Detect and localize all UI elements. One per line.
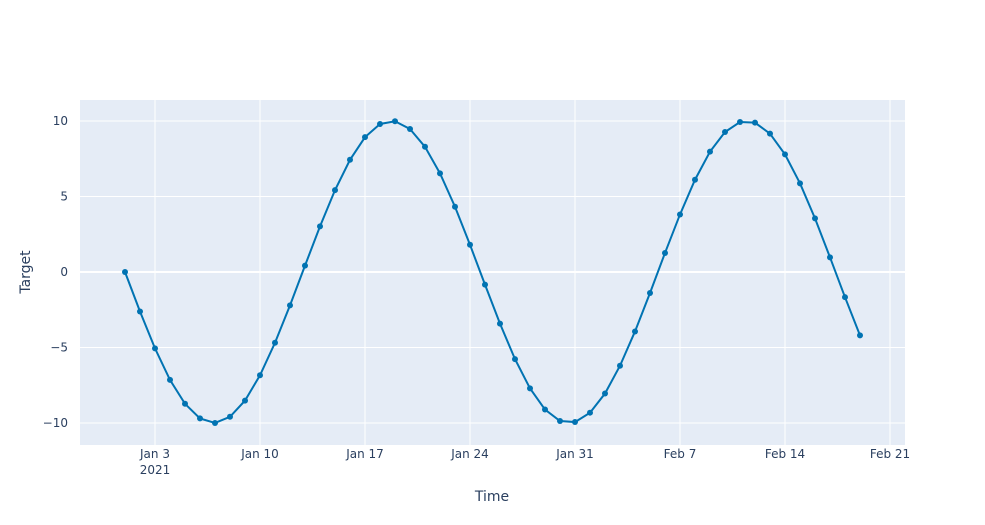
marker bbox=[437, 170, 443, 177]
marker bbox=[602, 390, 608, 397]
marker bbox=[212, 419, 218, 426]
marker bbox=[527, 385, 533, 392]
marker bbox=[452, 203, 458, 210]
marker bbox=[317, 223, 323, 230]
marker bbox=[662, 249, 668, 256]
x-tick-label: Jan 10 bbox=[240, 447, 279, 461]
line bbox=[124, 120, 861, 425]
y-tick-label: 0 bbox=[60, 265, 68, 279]
x-tick-label: Jan 17 bbox=[345, 447, 384, 461]
marker bbox=[482, 281, 488, 288]
marker bbox=[377, 121, 383, 128]
y-tick-label: −10 bbox=[43, 416, 68, 430]
marker bbox=[152, 345, 158, 352]
x-tick-label: Feb 21 bbox=[870, 447, 910, 461]
marker bbox=[632, 328, 638, 335]
marker bbox=[272, 339, 278, 346]
marker bbox=[737, 119, 743, 126]
marker bbox=[347, 156, 353, 163]
marker bbox=[422, 143, 428, 150]
marker bbox=[572, 419, 578, 426]
y-tick-label: 5 bbox=[60, 189, 68, 203]
marker bbox=[242, 397, 248, 404]
y-tick-label: −5 bbox=[50, 340, 68, 354]
y-axis-title: Target bbox=[18, 250, 34, 295]
x-axis-title: Time bbox=[474, 489, 509, 505]
marker bbox=[467, 241, 473, 248]
marker bbox=[227, 413, 233, 420]
marker bbox=[677, 211, 683, 218]
marker bbox=[557, 417, 563, 424]
marker bbox=[197, 415, 203, 422]
marker bbox=[647, 289, 653, 296]
marker bbox=[497, 320, 503, 327]
marker bbox=[332, 187, 338, 194]
marker bbox=[617, 362, 623, 369]
marker bbox=[842, 294, 848, 301]
marker bbox=[797, 180, 803, 187]
marker bbox=[182, 400, 188, 407]
marker bbox=[692, 176, 698, 183]
marker bbox=[362, 134, 368, 141]
x-tick-label: Feb 7 bbox=[664, 447, 697, 461]
marker bbox=[167, 376, 173, 383]
marker bbox=[302, 262, 308, 269]
marker bbox=[782, 151, 788, 158]
marker bbox=[857, 332, 863, 339]
marker bbox=[767, 130, 773, 137]
marker bbox=[407, 125, 413, 132]
x-tick-label: Feb 14 bbox=[765, 447, 805, 461]
x-tick-label: Jan 31 bbox=[555, 447, 594, 461]
marker bbox=[707, 148, 713, 155]
x-tick-label: Jan 24 bbox=[450, 447, 489, 461]
marker bbox=[122, 268, 128, 275]
x-tick-label: Jan 3 2021 bbox=[139, 447, 170, 477]
marker bbox=[722, 129, 728, 136]
y-tick-label: 10 bbox=[53, 114, 68, 128]
marker bbox=[512, 356, 518, 363]
marker bbox=[137, 308, 143, 315]
marker bbox=[812, 215, 818, 222]
marker bbox=[827, 254, 833, 261]
marker bbox=[752, 119, 758, 126]
marker bbox=[392, 118, 398, 125]
marker bbox=[542, 406, 548, 413]
marker bbox=[287, 302, 293, 309]
marker bbox=[587, 409, 593, 416]
marker bbox=[257, 372, 263, 379]
